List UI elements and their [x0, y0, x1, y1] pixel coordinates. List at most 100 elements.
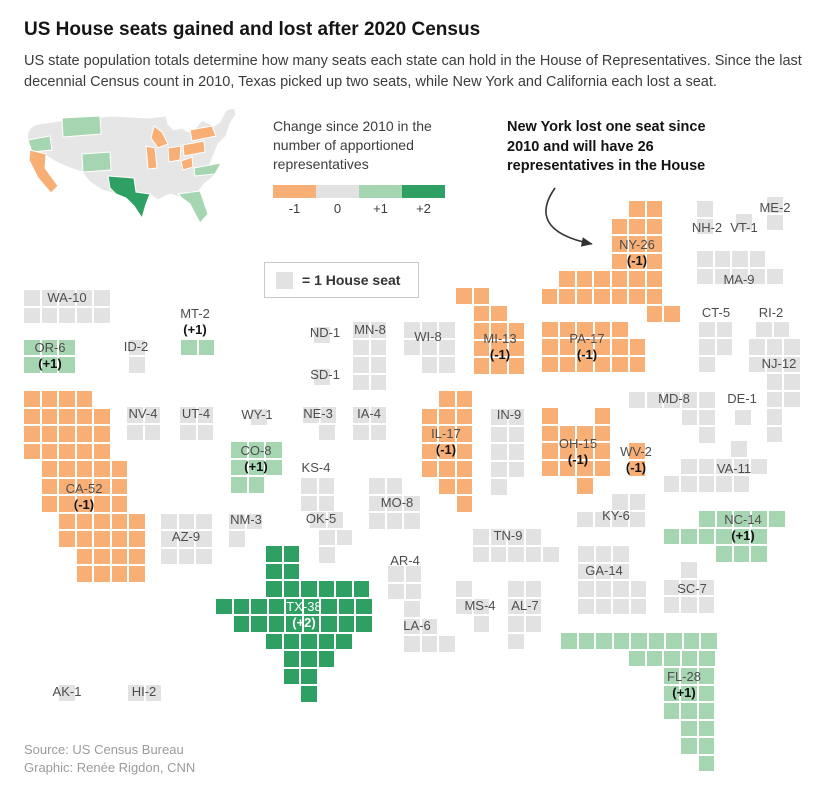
seat-tile-ny	[610, 217, 628, 235]
seat-tile-ga	[577, 580, 595, 598]
state-name-seats: NY-26	[619, 237, 655, 252]
seat-tile-ne	[319, 406, 337, 424]
state-name-seats: PA-17	[569, 331, 605, 346]
seat-tile-tx	[232, 615, 250, 633]
seat-tile-ny	[628, 217, 646, 235]
seat-tile-mn	[369, 321, 387, 339]
seat-tile-oh	[541, 442, 559, 460]
legend-tick-0: 0	[333, 201, 342, 216]
seat-tile-co	[247, 476, 265, 494]
seat-tile-md	[698, 426, 716, 444]
seat-tile-id	[128, 338, 146, 356]
seat-tile-tx	[265, 545, 283, 563]
minimap-state-oh	[167, 145, 182, 163]
seat-tile-tx	[300, 580, 318, 598]
seat-tile-tx	[232, 597, 250, 615]
state-name-seats: TN-9	[493, 528, 523, 543]
seat-tile-il	[455, 460, 473, 478]
minimap-state-fl	[176, 190, 209, 224]
state-change-label: (-1)	[73, 497, 95, 512]
state-label-wv: WV-2 (-1)	[620, 444, 652, 476]
state-name-seats: DE-1	[727, 391, 757, 406]
seat-tile-pa	[576, 320, 594, 338]
seat-tile-mi	[490, 357, 508, 375]
seat-tile-ca	[40, 390, 58, 408]
seat-tile-fl	[680, 649, 698, 667]
seat-tile-ut	[179, 423, 197, 441]
seat-tile-md	[698, 391, 716, 409]
seat-tile-ct	[698, 320, 716, 338]
seat-tile-mo	[403, 512, 421, 530]
seat-tile-or	[23, 356, 41, 374]
seat-tile-ca	[75, 565, 93, 583]
seat-tile-tn	[507, 545, 525, 563]
seat-tile-il	[455, 407, 473, 425]
seat-tile-ri	[772, 320, 790, 338]
seat-tile-ia	[369, 423, 387, 441]
seat-tile-va	[662, 475, 680, 493]
seat-tile-wy	[250, 408, 268, 426]
seat-tile-ca	[110, 477, 128, 495]
seat-tile-in	[507, 460, 525, 478]
seat-tile-tx	[317, 632, 335, 650]
seat-tile-mi	[507, 339, 525, 357]
legend-tick-labels: -1 0 +1 +2	[273, 201, 445, 216]
seat-tile-ar	[387, 582, 405, 600]
seat-tile-fl	[700, 632, 718, 650]
seat-tile-fl	[665, 632, 683, 650]
seat-tile-al	[524, 580, 542, 598]
legend-swatch-+2	[402, 185, 445, 198]
seat-tile-la	[438, 635, 456, 653]
seat-tile-vt	[735, 213, 753, 231]
seat-tile-oh	[593, 442, 611, 460]
seat-tile-mo	[368, 494, 386, 512]
seat-tile-ny	[663, 305, 681, 323]
state-label-ca: CA-52 (-1)	[66, 481, 103, 513]
seat-tile-il	[455, 495, 473, 513]
legend-swatch--1	[273, 185, 316, 198]
seat-tile-fl	[680, 737, 698, 755]
legend-tick-+1: +1	[373, 201, 388, 216]
seat-tile-la	[420, 635, 438, 653]
seat-tile-nv	[143, 406, 161, 424]
seat-tile-or	[40, 338, 58, 356]
seat-tile-in	[490, 408, 508, 426]
seat-tile-co	[230, 458, 248, 476]
seat-tile-wa	[40, 289, 58, 307]
seat-tile-mi	[490, 339, 508, 357]
state-label-ms: MS-4	[464, 598, 495, 614]
seat-tile-ny	[628, 235, 646, 253]
seat-tile-mo	[368, 512, 386, 530]
seat-tile-wv	[628, 459, 646, 477]
state-label-hi: HI-2	[132, 684, 157, 700]
state-name-seats: AL-7	[511, 598, 539, 613]
seat-tile-ca	[93, 530, 111, 548]
seat-tile-mi	[490, 322, 508, 340]
seat-tile-oh	[576, 442, 594, 460]
seat-tile-nc	[733, 510, 751, 528]
seat-tile-tx	[300, 632, 318, 650]
seat-tile-pa	[611, 355, 629, 373]
seat-tile-az	[160, 547, 178, 565]
seat-tile-ks	[300, 477, 318, 495]
seat-tile-ny	[628, 270, 646, 288]
seat-tile-il	[420, 442, 438, 460]
seat-tile-ca	[93, 442, 111, 460]
seat-tile-fl	[595, 632, 613, 650]
minimap-state-mt	[61, 115, 102, 138]
seat-tile-ga	[612, 597, 630, 615]
seat-tile-mo	[385, 512, 403, 530]
seat-tile-oh	[541, 459, 559, 477]
seat-tile-mi	[490, 304, 508, 322]
seat-tile-ny	[628, 200, 646, 218]
state-label-mn: MN-8	[354, 322, 386, 338]
seat-tile-wa	[93, 289, 111, 307]
seat-tile-fl	[697, 754, 715, 772]
seat-tile-nj	[765, 390, 783, 408]
seat-unit-legend: = 1 House seat	[264, 262, 419, 298]
seat-tile-pa	[611, 338, 629, 356]
seat-tile-sc	[697, 578, 715, 596]
seat-tile-ca	[75, 495, 93, 513]
state-label-sc: SC-7	[677, 581, 707, 597]
seat-tile-nj	[765, 408, 783, 426]
